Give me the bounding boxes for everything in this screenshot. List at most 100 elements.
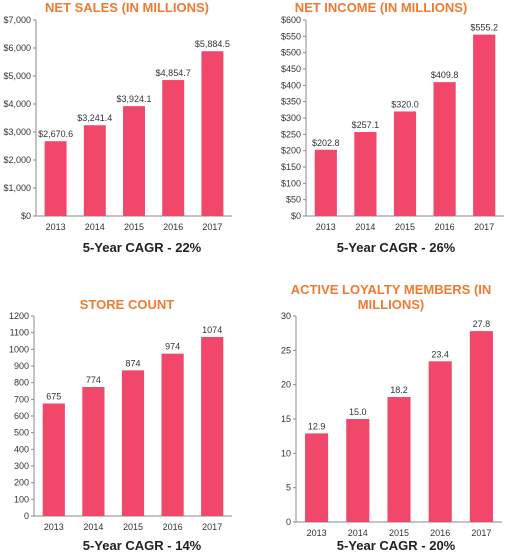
data-label: $3,924.1 [116,94,151,104]
y-tick-label: 1100 [10,328,29,338]
bar [314,149,337,216]
y-tick-label: $450 [281,64,301,74]
y-tick-label: $1,000 [3,183,31,193]
net-sales-chart: $0 $1,000 $2,000 $3,000 $4,000 $5,000 $6,000 $7… [3,15,232,232]
data-label: $202.8 [312,138,340,148]
x-tick-label: 2014 [355,222,375,232]
y-tick-label: 10 [281,448,291,458]
bar [83,125,106,216]
bar [305,433,329,522]
y-tick-label: $500 [281,48,301,58]
y-tick-label: $4,000 [3,99,31,109]
y-tick-label: 700 [14,394,29,404]
x-tick-label: 2013 [44,522,64,532]
x-tick-label: 2017 [474,222,494,232]
x-tick-label: 2016 [430,528,450,538]
data-label: $320.0 [391,99,419,109]
y-tick-label: $300 [281,113,301,123]
store-count-panel: STORE COUNT 0 100 200 300 400 500 600 700 800 900… [0,292,254,555]
y-tick-label: 600 [14,411,29,421]
y-tick-label: 1200 [9,311,29,321]
y-tick-label: 100 [14,494,29,504]
loyalty-members-panel: ACTIVE LOYALTY MEMBERS (IN MILLIONS) 0 5 1… [254,282,508,555]
bar [162,80,185,217]
bar [346,419,370,522]
data-label: 23.4 [431,349,449,359]
y-tick-label: $150 [281,162,301,172]
y-tick-label: $0 [21,211,31,221]
store-count-chart: 0 100 200 300 400 500 600 700 800 900 1000 1100 1200… [9,311,232,532]
y-tick-label: 0 [286,517,291,527]
y-tick-label: 300 [14,461,29,471]
y-tick-label: 20 [281,380,291,390]
bar [433,82,456,217]
data-label: 675 [46,392,61,402]
x-tick-label: 2014 [348,528,368,538]
chart-title: STORE COUNT [79,297,175,312]
data-label: 27.8 [473,319,491,329]
y-tick-label: 400 [14,444,29,454]
bar [42,403,65,516]
x-tick-label: 2013 [316,222,336,232]
y-tick-label: 15 [281,414,291,424]
y-tick-label: $2,000 [3,155,31,165]
data-label: $2,670.6 [38,129,73,139]
loyalty-members-chart: 0 5 10 15 20 25 30 12.9 2013 15.0 2014 18.2 2015 23.4… [281,311,502,538]
data-label: 974 [165,342,180,352]
x-tick-label: 2017 [202,222,222,232]
y-tick-label: 0 [24,511,29,521]
bar [473,34,496,216]
x-tick-label: 2017 [471,528,491,538]
data-label: 874 [125,358,140,368]
net-income-panel: NET INCOME (IN MILLIONS) $0 $50 $100 $150 $2… [254,0,508,262]
data-label: $3,241.4 [77,113,112,123]
x-tick-label: 2013 [46,222,66,232]
y-tick-label: $7,000 [3,15,31,25]
y-tick-label: $200 [281,146,301,156]
net-sales-panel: NET SALES (IN MILLIONS) $0 $1,000 $2,000 $3… [0,0,254,262]
net-income-chart: $0 $50 $100 $150 $200 $250 $300 $350 $400 $450 $50… [281,15,504,232]
x-tick-label: 2016 [435,222,455,232]
bar [387,397,411,522]
x-tick-label: 2015 [389,528,409,538]
chart-title: NET SALES (IN MILLIONS) [45,0,209,15]
x-tick-label: 2013 [307,528,327,538]
y-tick-label: $3,000 [3,127,31,137]
x-tick-label: 2016 [163,222,183,232]
data-label: 15.0 [349,407,367,417]
data-label: 1074 [202,325,222,335]
x-tick-label: 2014 [83,522,103,532]
x-tick-label: 2015 [123,522,143,532]
y-tick-label: $5,000 [3,71,31,81]
y-tick-label: 30 [281,311,291,321]
bar [123,106,145,216]
y-tick-label: 5 [286,483,291,493]
y-tick-label: $400 [281,80,301,90]
y-tick-label: $550 [281,31,301,41]
cagr-label: 5-Year CAGR - 14% [82,538,202,553]
bar [201,51,224,216]
y-tick-label: 25 [281,345,291,355]
data-label: 774 [86,375,101,385]
data-label: $257.1 [352,120,380,130]
y-tick-label: $250 [281,129,301,139]
data-label: $555.2 [470,23,498,33]
data-label: $5,884.5 [195,39,230,49]
y-tick-label: $600 [281,15,301,25]
data-label: $409.8 [431,70,459,80]
bar [82,387,105,516]
x-tick-label: 2014 [85,222,105,232]
y-tick-label: 200 [14,478,29,488]
y-tick-label: $6,000 [3,43,31,53]
data-label: $4,854.7 [156,68,191,78]
bar [44,141,67,216]
y-tick-label: $0 [291,211,301,221]
bar [201,337,224,516]
x-tick-label: 2017 [202,522,222,532]
x-tick-label: 2015 [395,222,415,232]
y-tick-label: 1000 [9,344,29,354]
data-label: 18.2 [390,385,408,395]
x-tick-label: 2016 [163,522,183,532]
y-tick-label: $350 [281,97,301,107]
y-tick-label: $100 [281,178,301,188]
